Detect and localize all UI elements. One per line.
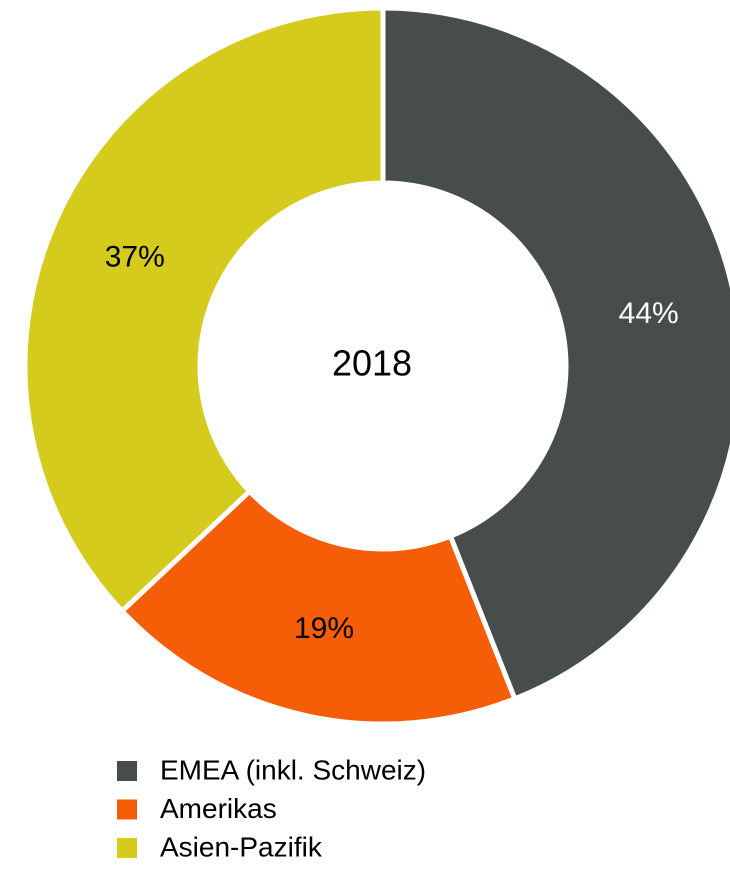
donut-slice [22,5,386,615]
data-label: 37% [105,240,165,273]
legend-label: Amerikas [160,793,277,824]
legend-swatch [117,761,137,781]
legend-swatch [117,799,137,820]
legend-label: EMEA (inkl. Schweiz) [160,754,426,785]
data-label: 44% [619,297,679,330]
legend-label: Asien-Pazifik [160,831,323,862]
donut-slice [380,5,730,703]
center-label: 2018 [332,343,412,384]
legend-swatch [117,838,137,858]
data-label: 19% [294,612,354,645]
donut-slice [118,487,519,727]
